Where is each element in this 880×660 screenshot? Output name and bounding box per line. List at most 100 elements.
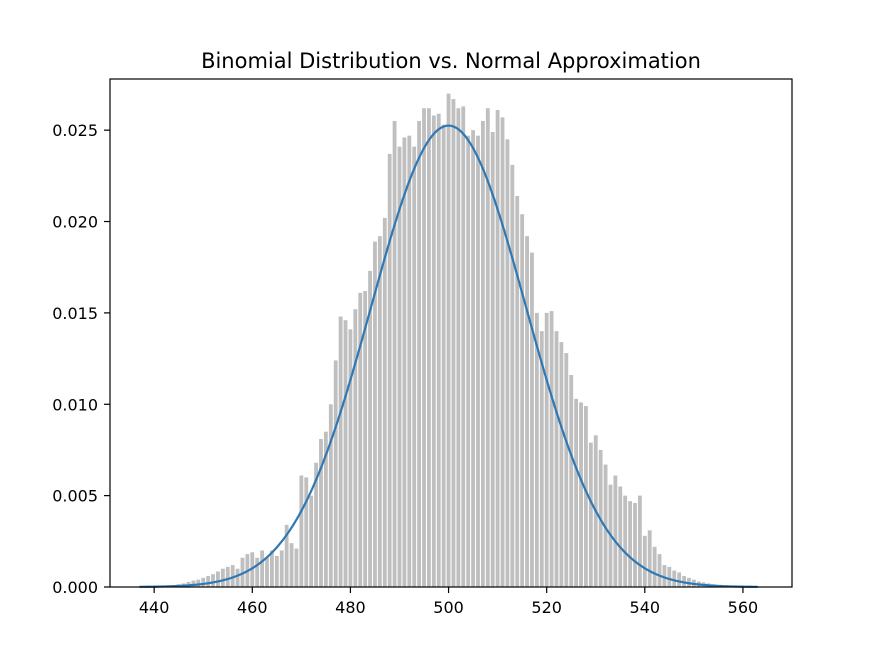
histogram-bar: [382, 217, 387, 587]
histogram-bar: [579, 402, 583, 587]
histogram-bar: [260, 550, 265, 587]
histogram-bar: [191, 580, 196, 587]
histogram-bar: [196, 579, 201, 587]
histogram-bar: [476, 135, 480, 587]
histogram-bar: [225, 566, 230, 587]
histogram-bar: [309, 495, 314, 587]
histogram-bar: [672, 570, 677, 587]
x-tick-label: 520: [531, 598, 562, 617]
histogram-bar: [314, 462, 318, 587]
histogram-bar: [500, 117, 505, 588]
histogram-bar: [436, 113, 441, 587]
x-tick-label: 500: [433, 598, 464, 617]
y-tick-label: 0.020: [52, 213, 98, 232]
histogram-bar: [637, 495, 642, 587]
histogram-bar: [623, 495, 628, 587]
histogram-bar: [407, 135, 412, 587]
histogram-bar: [387, 153, 392, 588]
histogram-bar: [427, 108, 431, 588]
histogram-bar: [510, 164, 515, 587]
histogram-bar: [358, 292, 363, 587]
histogram-bar: [515, 195, 520, 587]
histogram-bar: [289, 543, 294, 587]
histogram-bar: [220, 568, 225, 587]
histogram-bar: [431, 115, 436, 588]
histogram-bar: [255, 557, 260, 587]
normal-approximation-curve: [139, 124, 758, 588]
histogram-bar: [422, 108, 426, 588]
histogram-bar: [505, 139, 510, 588]
histogram-bar: [284, 524, 289, 587]
x-tick-label: 460: [237, 598, 268, 617]
histogram-bar: [525, 236, 529, 587]
histogram-bar: [304, 477, 309, 587]
histogram-bar: [299, 475, 304, 587]
histogram-bar: [338, 316, 343, 587]
histogram-bar: [456, 108, 461, 588]
y-axis: 0.000 0.005 0.010 0.015 0.020 0.025: [52, 121, 110, 597]
histogram-bar: [466, 135, 471, 587]
histogram-bar: [544, 312, 549, 587]
histogram-bar: [495, 110, 500, 587]
histogram-bar: [613, 475, 618, 587]
histogram-bar: [667, 566, 672, 587]
chart-title: Binomial Distribution vs. Normal Approxi…: [201, 49, 701, 73]
histogram-bar: [201, 577, 206, 587]
histogram-bar: [534, 312, 539, 587]
histogram-bar: [353, 309, 358, 587]
histogram-bar: [392, 121, 397, 587]
histogram-bar: [574, 398, 579, 587]
y-tick-label: 0.010: [52, 395, 98, 414]
histogram-bar: [319, 438, 323, 587]
histogram-bar: [216, 571, 220, 587]
histogram-bar: [235, 568, 240, 587]
histogram-bar: [328, 404, 333, 587]
histogram-bar: [584, 406, 588, 587]
y-tick-label: 0.015: [52, 304, 98, 323]
histogram-bar: [343, 320, 348, 587]
histogram-bar: [628, 501, 632, 587]
histogram-bar: [230, 565, 235, 587]
histogram-bar: [633, 502, 637, 587]
y-tick-label: 0.005: [52, 487, 98, 506]
histogram-bar: [480, 121, 485, 587]
x-tick-label: 540: [630, 598, 661, 617]
histogram-bar: [662, 565, 667, 587]
histogram-bar: [677, 572, 682, 587]
histogram-bar: [647, 530, 652, 587]
histogram-bar: [270, 550, 274, 587]
histogram-bar: [554, 331, 559, 587]
histogram-bars: [152, 93, 745, 588]
histogram-bar: [657, 554, 662, 587]
histogram-bar: [250, 552, 255, 587]
histogram-bar: [618, 486, 623, 587]
histogram-bar: [490, 131, 495, 588]
histogram-bar: [588, 442, 593, 587]
histogram-bar: [446, 93, 451, 588]
histogram-bar: [564, 353, 569, 587]
histogram-bar: [368, 270, 372, 587]
histogram-bar: [206, 576, 211, 587]
histogram-bar: [363, 290, 368, 587]
x-tick-label: 440: [139, 598, 170, 617]
histogram-bar: [274, 555, 279, 587]
histogram-bar: [652, 546, 657, 587]
histogram-bar: [402, 137, 407, 587]
x-axis: 440 460 480 500 520 540 560: [139, 587, 758, 617]
histogram-bar: [520, 214, 525, 587]
x-tick-label: 480: [335, 598, 366, 617]
histogram-bar: [265, 557, 269, 587]
histogram-bar: [412, 146, 417, 588]
histogram-bar: [549, 311, 554, 587]
histogram-bar: [323, 431, 328, 587]
x-tick-label: 560: [728, 598, 759, 617]
histogram-bar: [373, 241, 377, 587]
histogram-bar: [397, 146, 402, 588]
histogram-bar: [539, 331, 544, 587]
histogram-bar: [417, 121, 422, 587]
histogram-bar: [348, 329, 353, 587]
histogram-bar: [279, 550, 284, 587]
y-tick-label: 0.000: [52, 578, 98, 597]
histogram-bar: [441, 124, 446, 588]
